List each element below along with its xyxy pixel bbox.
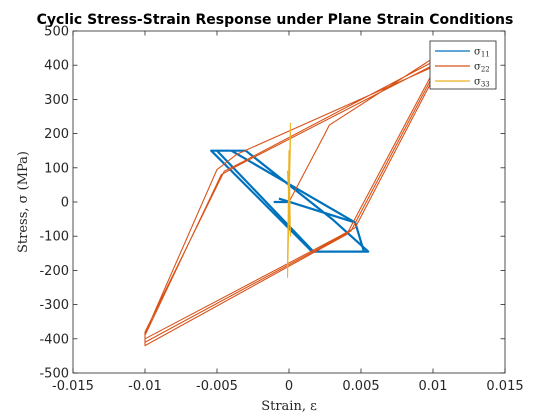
legend-label-subscript: 11 — [481, 51, 490, 59]
x-tick-label: 0.015 — [486, 379, 523, 394]
y-tick-label: 500 — [44, 25, 69, 40]
x-tick-label: -0.01 — [128, 379, 162, 394]
legend-label-symbol: σ — [474, 62, 481, 73]
y-tick-label: 200 — [44, 127, 69, 142]
legend-label-subscript: 33 — [481, 81, 490, 89]
series-line-σ33-0 — [287, 122, 291, 278]
series-σ11 — [210, 149, 370, 253]
y-tick-label: -400 — [39, 332, 69, 347]
series-line-σ11-1 — [210, 149, 370, 253]
y-tick-label: -500 — [39, 367, 69, 382]
y-tick-label: 400 — [44, 59, 69, 74]
chart-title: Cyclic Stress-Strain Response under Plan… — [37, 12, 514, 28]
x-tick-label: 0.005 — [342, 379, 379, 394]
x-tick-label: 0.01 — [419, 379, 448, 394]
y-tick-label: 300 — [44, 93, 69, 108]
y-tick-label: -100 — [39, 230, 69, 245]
x-tick-label: -0.005 — [196, 379, 238, 394]
legend-label-σ22: σ22 — [474, 62, 490, 74]
y-tick-label: -200 — [39, 264, 69, 279]
legend-label-subscript: 22 — [481, 66, 490, 74]
x-axis-label: Strain, ε — [261, 399, 317, 414]
series-σ33 — [287, 122, 291, 278]
legend-label-symbol: σ — [474, 47, 481, 58]
x-tick-label: 0 — [285, 379, 293, 394]
series-σ22 — [144, 57, 434, 347]
legend-label-symbol: σ — [474, 77, 481, 88]
series-line-σ22-0 — [144, 57, 434, 347]
x-tick-label: -0.015 — [52, 379, 94, 394]
y-tick-label: 100 — [44, 161, 69, 176]
legend-label-σ33: σ33 — [474, 77, 490, 89]
y-tick-label: -300 — [39, 298, 69, 313]
legend-label-σ11: σ11 — [474, 47, 490, 59]
y-axis-label: Stress, σ (MPa) — [16, 151, 31, 253]
y-tick-label: 0 — [61, 196, 69, 211]
